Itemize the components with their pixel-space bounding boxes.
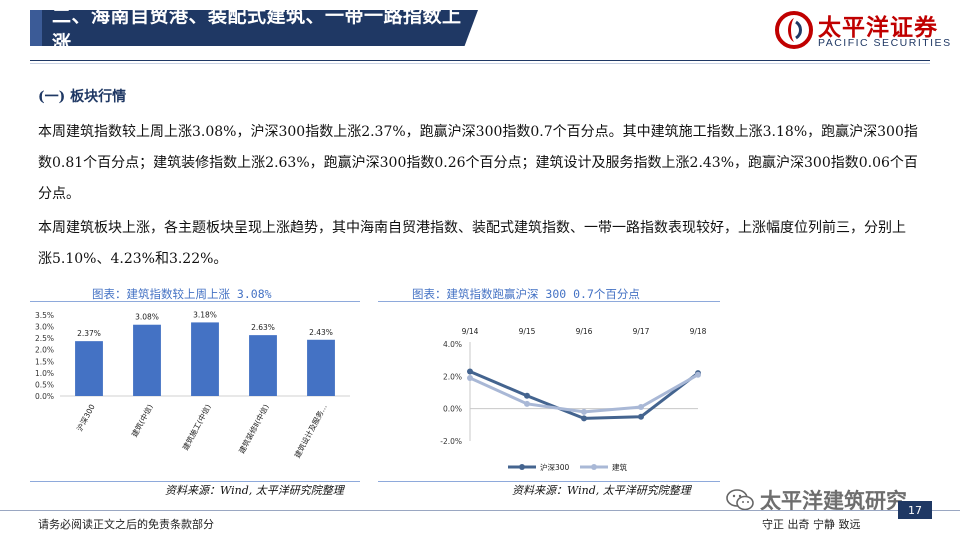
bar: [75, 341, 103, 396]
legend-marker: [519, 464, 525, 470]
y-tick-label: 1.5%: [35, 357, 54, 366]
y-tick-label: 3.5%: [35, 311, 54, 320]
data-label-bg: [74, 327, 104, 339]
series-point: [524, 392, 530, 399]
right-source-rule: [378, 481, 720, 482]
footer-disclaimer: 请务必阅读正文之后的免责条款部分: [38, 518, 214, 531]
footer-motto: 守正 出奇 宁静 致远: [762, 518, 861, 531]
x-tick-label: 沪深300: [74, 402, 97, 433]
series-point: [638, 404, 644, 411]
y-tick-label: 0.5%: [35, 380, 54, 389]
data-label-group: 2.63%: [248, 321, 278, 333]
y-tick-label: 2.0%: [443, 372, 462, 381]
y-tick-label: 3.0%: [35, 323, 54, 332]
logo-text-cn: 太平洋证券: [818, 15, 938, 41]
page-title: 二、海南自贸港、装配式建筑、一带一路指数上涨: [52, 5, 462, 54]
series-point: [467, 368, 473, 375]
data-label-bg: [248, 321, 278, 333]
left-chart-title: 图表：建筑指数较上周上涨 3.08%: [92, 287, 272, 301]
series-point: [581, 408, 587, 415]
x-tick-label: 9/18: [690, 327, 707, 336]
section-heading: (一) 板块行情: [38, 89, 127, 105]
bar: [191, 322, 219, 396]
company-logo: 太平洋证券 PACIFIC SECURITIES: [774, 6, 954, 52]
paragraph-theme-performance: 本周建筑板块上涨，各主题板块呈现上涨趋势，其中海南自贸港指数、装配式建筑指数、一…: [38, 220, 906, 267]
legend-label: 沪深300: [540, 462, 570, 472]
x-tick-label: 9/15: [519, 327, 536, 336]
data-label: 2.63%: [251, 323, 275, 332]
legend-marker: [591, 464, 597, 470]
footer-divider: [0, 510, 960, 511]
data-label: 3.08%: [135, 313, 159, 322]
y-tick-label: -2.0%: [440, 437, 462, 446]
left-chart-source: 资料来源：Wind, 太平洋研究院整理: [165, 484, 344, 497]
wechat-watermark: 太平洋建筑研究: [726, 485, 907, 515]
x-tick-label: 建筑设计及服务...: [292, 402, 329, 459]
y-tick-label: 0.0%: [443, 405, 462, 414]
series-point: [638, 413, 644, 420]
y-tick-label: 0.0%: [35, 392, 54, 401]
wechat-icon: [726, 489, 754, 511]
data-label-group: 2.37%: [74, 327, 104, 339]
left-chart-title-rule: [30, 301, 360, 302]
page-number: 17: [898, 501, 932, 519]
series-point: [467, 374, 473, 381]
header-divider: [30, 60, 930, 61]
bar-chart: 0.0% 0.5% 1.0% 1.5% 2.0% 2.5% 3.0% 3.5% 2.37% 沪深3…: [35, 308, 350, 460]
series-line: [469, 373, 699, 414]
data-label-group: 2.43%: [306, 325, 336, 337]
series-point: [524, 400, 530, 407]
bar: [133, 324, 161, 396]
x-tick-label: 建筑施工(中信): [180, 402, 213, 452]
right-chart-title: 图表：建筑指数跑赢沪深 300 0.7个百分点: [412, 287, 640, 301]
y-tick-label: 1.0%: [35, 369, 54, 378]
y-tick-label: 2.5%: [35, 334, 54, 343]
watermark-text: 太平洋建筑研究: [760, 489, 907, 513]
logo-text-en: PACIFIC SECURITIES: [818, 37, 952, 49]
series-point: [695, 371, 701, 378]
page-title-banner: 二、海南自贸港、装配式建筑、一带一路指数上涨: [30, 10, 478, 46]
right-chart-source: 资料来源：Wind, 太平洋研究院整理: [512, 484, 691, 497]
data-label-group: 3.18%: [190, 308, 220, 320]
data-label: 2.43%: [309, 328, 333, 337]
legend-label: 建筑: [612, 462, 627, 472]
line-chart: 4.0% 2.0% 0.0% -2.0% 9/14 9/15 9/16 9/17 9/18 沪深3…: [440, 327, 707, 472]
x-tick-label: 建筑(中信): [129, 402, 155, 438]
y-tick-label: 4.0%: [443, 340, 462, 349]
paragraph-weekly-performance: 本周建筑指数较上周上涨3.08%，沪深300指数上涨2.37%，跑赢沪深300指…: [38, 124, 918, 202]
data-label-bg: [306, 325, 336, 337]
series-point: [581, 415, 587, 422]
y-tick-label: 2.0%: [35, 346, 54, 355]
right-chart-title-rule: [378, 301, 720, 302]
x-tick-label: 9/17: [633, 327, 650, 336]
x-tick-label: 建筑装修Ⅱ(中信): [236, 402, 270, 455]
left-source-rule: [30, 481, 360, 482]
data-label-bg: [190, 308, 220, 320]
data-label-bg: [132, 310, 162, 322]
data-label: 3.18%: [193, 310, 217, 319]
data-label-group: 3.08%: [132, 310, 162, 322]
pacific-logo-icon: [775, 11, 813, 49]
bar: [307, 339, 335, 396]
data-label: 2.37%: [77, 329, 101, 338]
header-divider-secondary: [30, 63, 930, 64]
bar: [249, 335, 277, 396]
x-tick-label: 9/14: [462, 327, 479, 336]
x-tick-label: 9/16: [576, 327, 593, 336]
